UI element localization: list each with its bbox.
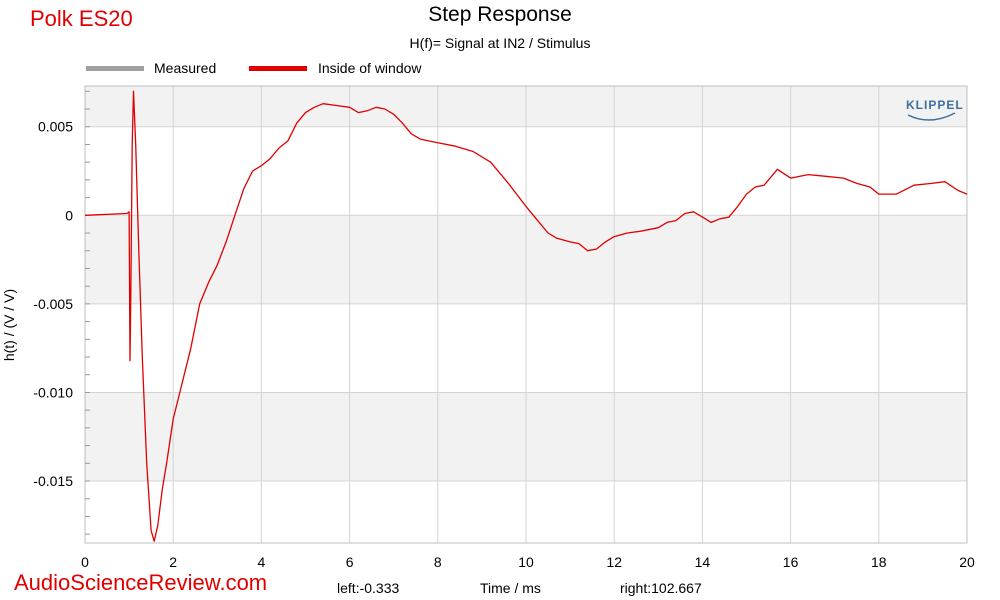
legend-swatch-inside-window <box>249 66 307 71</box>
y-tick-label: 0 <box>65 207 73 223</box>
x-tick-label: 6 <box>346 554 354 570</box>
grid-lines <box>84 86 968 543</box>
x-tick-label: 12 <box>606 554 622 570</box>
legend-label-inside-window: Inside of window <box>318 60 422 76</box>
x-axis-label: Time / ms <box>480 580 541 596</box>
x-tick-label: 14 <box>695 554 711 570</box>
y-tick-label: -0.005 <box>33 296 73 312</box>
x-tick-label: 10 <box>518 554 534 570</box>
left-readout: left:-0.333 <box>337 580 400 596</box>
y-tick-label: -0.010 <box>33 384 73 400</box>
x-tick-label: 2 <box>169 554 177 570</box>
klippel-logo-text: KLIPPEL <box>906 98 964 112</box>
chart-subtitle: H(f)= Signal at IN2 / Stimulus <box>409 35 591 51</box>
y-tick-labels: 0.005 0 -0.005 -0.010 -0.015 <box>33 119 73 489</box>
x-tick-label: 8 <box>434 554 442 570</box>
x-tick-label: 4 <box>258 554 266 570</box>
brand-label: Polk ES20 <box>30 6 133 31</box>
chart-title: Step Response <box>428 3 572 26</box>
x-tick-label: 18 <box>871 554 887 570</box>
y-tick-label: -0.015 <box>33 473 73 489</box>
site-watermark: AudioScienceReview.com <box>14 570 268 595</box>
right-readout: right:102.667 <box>620 580 702 596</box>
x-tick-label: 16 <box>783 554 799 570</box>
klippel-logo: KLIPPEL <box>906 98 964 121</box>
series-layer <box>84 90 968 542</box>
series-line-inside-window <box>84 90 968 542</box>
x-tick-labels: 0 2 4 6 8 10 12 14 16 18 20 <box>81 554 975 570</box>
y-tick-label: 0.005 <box>38 119 73 135</box>
x-tick-label: 20 <box>959 554 975 570</box>
legend-swatch-measured <box>86 66 144 71</box>
y-axis-label: h(t) / (V / V) <box>1 289 17 361</box>
legend-label-measured: Measured <box>154 60 217 76</box>
x-tick-label: 0 <box>81 554 89 570</box>
plot-frame <box>84 85 968 544</box>
klippel-logo-swoosh <box>907 112 956 121</box>
